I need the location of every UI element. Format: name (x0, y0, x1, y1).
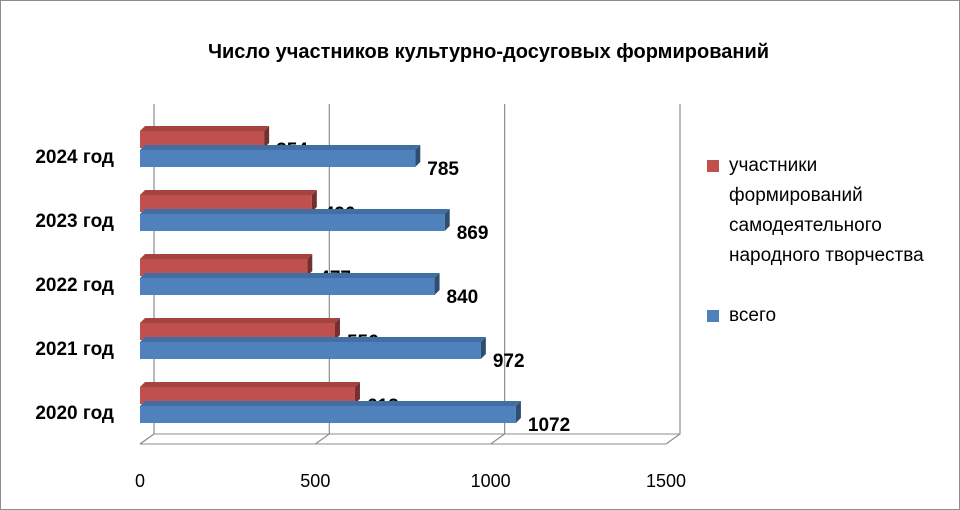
gridline (665, 104, 681, 445)
x-tick-label: 1000 (471, 471, 511, 491)
bar (140, 150, 416, 167)
chart-legend: участники формирований самодеятельного н… (707, 151, 959, 331)
bar-top-face (140, 337, 486, 342)
bar (140, 259, 308, 276)
legend-label-line: участники (729, 155, 818, 176)
x-tick-label: 0 (135, 471, 145, 491)
bar (140, 342, 481, 359)
bar (140, 406, 516, 423)
legend-label-line: народного творчества (729, 245, 924, 266)
data-label: 869 (457, 223, 489, 244)
bar (140, 387, 355, 404)
legend-swatch-total (707, 310, 719, 322)
legend-item-total: всего (707, 301, 959, 331)
category-label: 2022 год (35, 275, 114, 296)
bar-side-face (515, 401, 521, 423)
bar-top-face (140, 145, 421, 150)
bar-top-face (140, 190, 317, 195)
legend-label-line: формирований (729, 185, 863, 206)
data-label: 785 (427, 159, 459, 180)
bar-top-face (140, 126, 270, 131)
bar (140, 323, 335, 340)
bar-side-face (307, 254, 313, 276)
bar-top-face (140, 209, 450, 214)
bar-side-face (444, 209, 450, 231)
bar (140, 278, 435, 295)
bar (140, 214, 445, 231)
legend-label-line: всего (729, 305, 777, 326)
data-label: 972 (493, 351, 525, 372)
category-label: 2021 год (35, 339, 114, 360)
legend-swatch-participants (707, 160, 719, 172)
bar-top-face (140, 273, 440, 278)
category-label: 2020 год (35, 403, 114, 424)
bar-side-face (264, 126, 270, 148)
bar-side-face (354, 382, 360, 404)
chart-title: Число участников культурно-досуговых фор… (207, 41, 770, 63)
bar-top-face (140, 401, 521, 406)
bar-side-face (334, 318, 340, 340)
bar-side-face (311, 190, 317, 212)
bar-top-face (140, 382, 360, 387)
legend-label-line: самодеятельного (729, 215, 882, 236)
bar-top-face (140, 254, 313, 259)
data-label: 840 (447, 287, 479, 308)
category-label: 2024 год (35, 147, 114, 168)
bar (140, 131, 265, 148)
legend-item-participants: участники формирований самодеятельного н… (707, 151, 959, 271)
bar (140, 195, 312, 212)
bar-side-face (480, 337, 486, 359)
x-tick-label: 500 (300, 471, 330, 491)
category-label: 2023 год (35, 211, 114, 232)
data-label: 1072 (528, 415, 570, 436)
bar-side-face (415, 145, 421, 167)
x-tick-label: 1500 (646, 471, 686, 491)
gridline (490, 104, 506, 445)
bar-side-face (434, 273, 440, 295)
bar-top-face (140, 318, 340, 323)
